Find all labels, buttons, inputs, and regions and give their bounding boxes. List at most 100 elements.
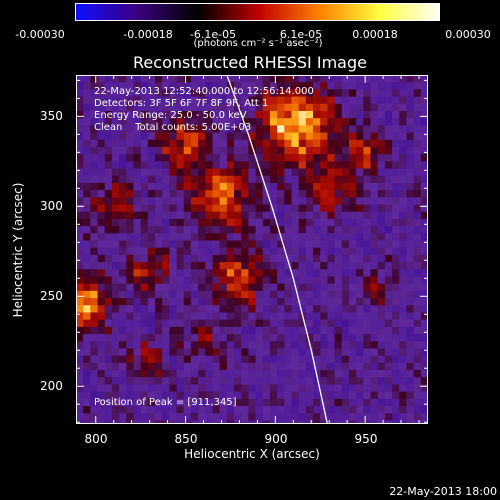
heatmap-cell: [104, 362, 113, 371]
heatmap-cell: [370, 262, 379, 270]
heatmap-cell: [255, 211, 264, 220]
heatmap-cell: [126, 175, 135, 184]
heatmap-cell: [190, 197, 199, 206]
heatmap-cell: [262, 190, 271, 198]
heatmap-cell: [176, 89, 185, 98]
heatmap-cell: [255, 370, 264, 378]
heatmap-cell: [291, 276, 300, 285]
heatmap-cell: [298, 283, 307, 292]
heatmap-cell: [76, 247, 84, 256]
heatmap-cell: [277, 175, 285, 184]
heatmap-cell: [133, 262, 142, 270]
heatmap-cell: [162, 96, 170, 105]
heatmap-cell: [399, 377, 408, 386]
heatmap-cell: [406, 110, 415, 119]
heatmap-cell: [348, 377, 357, 386]
heatmap-cell: [291, 269, 300, 278]
heatmap-cell: [420, 218, 428, 227]
heatmap-cell: [90, 240, 99, 249]
heatmap-cell: [205, 211, 214, 220]
heatmap-cell: [241, 247, 249, 256]
heatmap-cell: [269, 161, 278, 170]
heatmap-cell: [377, 420, 386, 424]
heatmap-cell: [104, 211, 113, 220]
heatmap-cell: [348, 139, 357, 148]
heatmap-cell: [363, 168, 372, 177]
heatmap-cell: [176, 312, 185, 321]
heatmap-cell: [241, 420, 249, 424]
heatmap-cell: [305, 312, 314, 321]
heatmap-cell: [262, 312, 271, 321]
heatmap-cell: [97, 406, 106, 414]
heatmap-cell: [212, 384, 221, 393]
heatmap-cell: [104, 298, 113, 306]
heatmap-cell: [133, 211, 142, 220]
heatmap-cell: [83, 283, 91, 292]
heatmap-cell: [363, 262, 372, 270]
heatmap-cell: [255, 82, 264, 90]
heatmap-cell: [341, 168, 350, 177]
heatmap-cell: [384, 204, 393, 213]
heatmap-cell: [284, 146, 293, 155]
heatmap-cell: [348, 326, 357, 335]
heatmap-cell: [155, 290, 163, 299]
heatmap-cell: [76, 154, 84, 162]
heatmap-cell: [90, 276, 99, 285]
heatmap-cell: [212, 341, 221, 350]
heatmap-cell: [313, 161, 321, 170]
heatmap-cell: [320, 362, 329, 371]
heatmap-cell: [262, 247, 271, 256]
heatmap-cell: [205, 290, 214, 299]
heatmap-cell: [284, 413, 293, 422]
heatmap-cell: [348, 154, 357, 162]
heatmap-cell: [384, 355, 393, 364]
heatmap-cell: [76, 355, 84, 364]
heatmap-cell: [119, 218, 127, 227]
heatmap-cell: [241, 211, 249, 220]
heatmap-cell: [190, 89, 199, 98]
heatmap-cell: [320, 348, 329, 357]
heatmap-cell: [90, 312, 99, 321]
heatmap-cell: [392, 211, 400, 220]
heatmap-cell: [241, 118, 249, 126]
heatmap-cell: [399, 334, 408, 342]
heatmap-cell: [190, 326, 199, 335]
heatmap-cell: [341, 204, 350, 213]
heatmap-cell: [126, 110, 135, 119]
heatmap-cell: [327, 197, 336, 206]
heatmap-cell: [126, 161, 135, 170]
heatmap-cell: [83, 348, 91, 357]
heatmap-cell: [384, 262, 393, 270]
heatmap-cell: [111, 348, 120, 357]
heatmap-cell: [198, 204, 206, 213]
heatmap-cell: [190, 132, 199, 141]
heatmap-cell: [234, 96, 242, 105]
heatmap-cell: [76, 110, 84, 119]
heatmap-cell: [104, 161, 113, 170]
heatmap-cell: [76, 254, 84, 263]
heatmap-cell: [420, 204, 428, 213]
heatmap-cell: [399, 348, 408, 357]
heatmap-cell: [205, 312, 214, 321]
heatmap-cell: [420, 319, 428, 328]
heatmap-cell: [183, 139, 192, 148]
heatmap-cell: [384, 96, 393, 105]
heatmap-cell: [90, 75, 99, 83]
heatmap-cell: [363, 312, 372, 321]
heatmap-cell: [205, 82, 214, 90]
heatmap-cell: [370, 269, 379, 278]
heatmap-cell: [334, 406, 343, 414]
heatmap-cell: [370, 226, 379, 234]
heatmap-cell: [104, 305, 113, 314]
heatmap-cell: [140, 377, 149, 386]
heatmap-cell: [104, 226, 113, 234]
annotation-time-range: 22-May-2013 12:52:40.000 to 12:56:14.000: [94, 86, 314, 97]
heatmap-cell: [248, 326, 257, 335]
heatmap-cell: [327, 132, 336, 141]
heatmap-cell: [356, 420, 364, 424]
heatmap-cell: [269, 146, 278, 155]
heatmap-cell: [97, 233, 106, 242]
heatmap-cell: [126, 204, 135, 213]
heatmap-cell: [205, 218, 214, 227]
heatmap-cell: [219, 182, 228, 191]
